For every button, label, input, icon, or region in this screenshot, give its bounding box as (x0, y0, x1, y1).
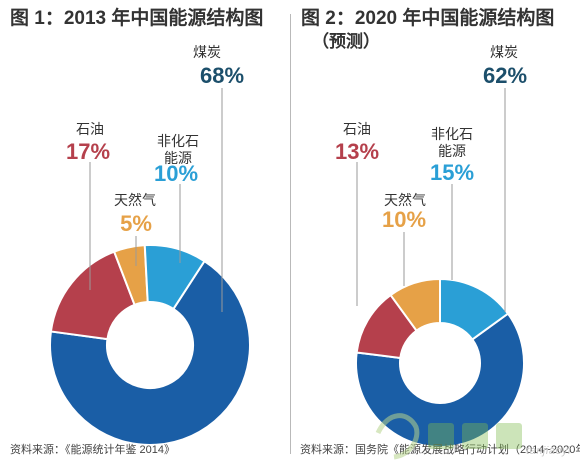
chart-2-category-oil: 石油 (343, 121, 371, 137)
chart-1-category-coal: 煤炭 (193, 44, 221, 60)
chart-2-category-gas: 天然气 (384, 192, 426, 208)
watermark-graphic (375, 413, 522, 460)
chart-2-title: 图 2：2020 年中国能源结构图 (301, 8, 555, 29)
chart-2-donut (355, 277, 525, 448)
chart-2-slice-nonfossil (439, 277, 510, 341)
chart-2-category-coal: 煤炭 (490, 44, 518, 60)
chart-2-value-coal: 62% (483, 63, 527, 88)
chart-1-value-coal: 68% (200, 63, 244, 88)
chart-2-source: 资料来源：国务院《能源发展战略行动计划（2014~2020年）》 (300, 444, 580, 456)
chart-1-category-oil: 石油 (76, 121, 104, 137)
chart-1-value-oil: 17% (66, 139, 110, 164)
chart-1-donut (49, 244, 251, 446)
chart-2-value-gas: 10% (382, 207, 426, 232)
chart-1-title: 图 1：2013 年中国能源结构图 (10, 8, 264, 29)
chart-2-category-nonfossil: 非化石能源 (431, 126, 473, 159)
chart-1-source: 资料来源：《能源统计年鉴 2014》 (10, 444, 176, 456)
chart-1-category-gas: 天然气 (114, 192, 156, 208)
chart-2-value-nonfossil: 15% (430, 160, 474, 185)
chart-2-value-oil: 13% (335, 139, 379, 164)
watermark-logo: tanjiaoyi (372, 405, 577, 463)
divider (290, 14, 291, 454)
chart-1-slice-coal (49, 259, 251, 446)
chart-1-category-nonfossil: 非化石能源 (157, 133, 199, 166)
chart-1-value-nonfossil: 10% (154, 161, 198, 186)
watermark-domain: tanjiaoyi (526, 445, 571, 457)
chart-1-value-gas: 5% (120, 211, 152, 236)
chart-2-subtitle: （预测） (312, 32, 380, 51)
chart-1-slice-nonfossil (143, 244, 206, 311)
